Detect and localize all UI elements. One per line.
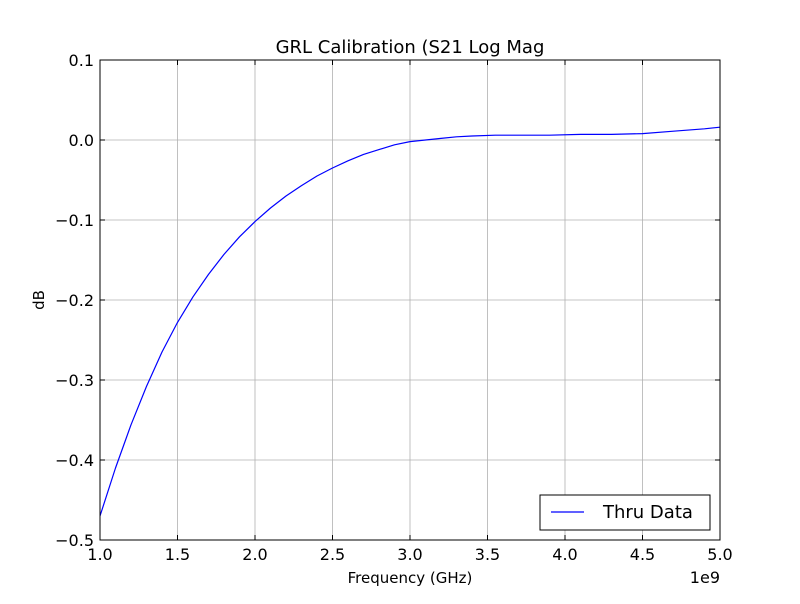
y-tick-label: −0.5 <box>55 531 94 550</box>
axis-ticks <box>99 59 721 541</box>
x-tick-label: 3.0 <box>397 545 422 564</box>
y-tick-label: −0.4 <box>55 451 94 470</box>
x-tick-label: 4.0 <box>552 545 577 564</box>
tick-labels: 1.0 1.5 2.0 2.5 3.0 3.5 4.0 4.5 5.0 −0.5 −0.4 −0.3 −… <box>55 51 733 564</box>
legend-box <box>539 494 711 531</box>
x-tick-label: 1.0 <box>87 545 112 564</box>
y-tick-label: 0.0 <box>69 131 94 150</box>
y-tick-label: −0.1 <box>55 211 94 230</box>
x-tick-label: 5.0 <box>707 545 732 564</box>
x-axis-label: Frequency (GHz) <box>348 569 473 587</box>
y-axis-label: dB <box>30 290 48 310</box>
series-layer <box>99 126 721 517</box>
legend: Thru Data <box>539 494 711 531</box>
series-line-thru-data <box>99 126 721 517</box>
x-axis-offset-label: 1e9 <box>690 568 720 587</box>
x-tick-label: 3.5 <box>475 545 500 564</box>
chart-title: GRL Calibration (S21 Log Mag <box>276 37 545 58</box>
y-tick-label: 0.1 <box>69 51 94 70</box>
y-tick-label: −0.2 <box>55 291 94 310</box>
x-tick-label: 1.5 <box>165 545 190 564</box>
legend-entry-label: Thru Data <box>602 502 693 523</box>
y-tick-label: −0.3 <box>55 371 94 390</box>
x-tick-label: 2.5 <box>320 545 345 564</box>
x-tick-label: 2.0 <box>242 545 267 564</box>
x-tick-label: 4.5 <box>630 545 655 564</box>
